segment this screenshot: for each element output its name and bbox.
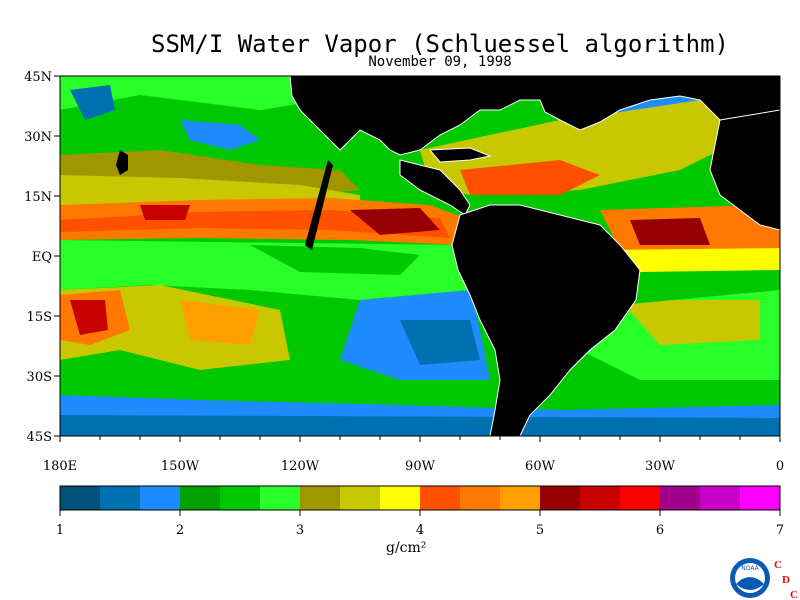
north-america-land: [289, 76, 780, 169]
colorbar-swatch: [380, 486, 420, 510]
colorbar-swatch: [460, 486, 500, 510]
colorbar-tick-label: 1: [56, 523, 64, 538]
colorbar-swatch: [220, 486, 260, 510]
south-america-land: [451, 204, 641, 436]
colorbar-swatch: [340, 486, 380, 510]
lat-label-15n: 15N: [24, 190, 52, 205]
lon-label-30w: 30W: [645, 459, 676, 474]
spcz-maximum: [70, 300, 108, 335]
colorbar-tick-label: 6: [656, 523, 664, 538]
lon-label-60w: 60W: [525, 459, 556, 474]
lat-label-eq: EQ: [32, 250, 52, 265]
noaa-logo-text: NOAA: [741, 565, 759, 572]
spcz-orange: [180, 300, 260, 345]
colorbar-tick-label: 4: [416, 523, 424, 538]
colorbar-swatch: [420, 486, 460, 510]
colorbar-swatch: [500, 486, 540, 510]
cdc-letter-c1: C: [774, 559, 782, 571]
lon-label-90w: 90W: [405, 459, 436, 474]
colorbar-tick-label: 7: [776, 523, 784, 538]
map-title: SSM/I Water Vapor (Schluessel algorithm): [151, 30, 729, 58]
colorbar-swatch: [60, 486, 100, 510]
caribbean-moisture: [460, 160, 600, 195]
hawaii-gap: [116, 150, 128, 175]
colorbar-swatch: [260, 486, 300, 510]
lon-label-150w: 150W: [161, 459, 200, 474]
south-atlantic-dry: [600, 270, 780, 305]
colorbar-tick-label: 5: [536, 523, 544, 538]
colorbar-swatch: [300, 486, 340, 510]
north-west-dry-patch: [70, 85, 115, 120]
latitude-axis: 45N 30N 15N EQ 15S 30S 45S: [24, 70, 60, 445]
noaa-logo-graphic: NOAA C D C: [730, 558, 798, 600]
atlantic-maximum: [630, 218, 710, 245]
lon-label-180e: 180E: [43, 459, 77, 474]
lat-label-45s: 45S: [27, 430, 52, 445]
itcz-maximum-east: [350, 208, 440, 235]
south-atlantic-yellow: [620, 300, 760, 345]
map-date: November 09, 1998: [368, 54, 512, 70]
colorbar-units: g/cm²: [386, 540, 427, 556]
colorbar-swatch: [660, 486, 700, 510]
lat-label-15s: 15S: [27, 310, 52, 325]
colorbar-swatch: [740, 486, 780, 510]
cdc-letter-c2: C: [790, 589, 798, 600]
colorbar-swatch: [100, 486, 140, 510]
colorbar-swatch: [540, 486, 580, 510]
north-pacific-band: [60, 76, 340, 112]
africa-land: [709, 109, 780, 231]
atlantic-yellow-band: [600, 248, 780, 272]
longitude-axis: 180E 150W 120W 90W 60W 30W 0: [43, 436, 784, 474]
colorbar-swatch: [580, 486, 620, 510]
lat-label-30s: 30S: [27, 370, 52, 385]
colorbar-swatch: [140, 486, 180, 510]
itcz-maximum-west: [140, 205, 190, 220]
lon-label-120w: 120W: [281, 459, 320, 474]
colorbar-swatch: [620, 486, 660, 510]
lat-label-45n: 45N: [24, 70, 52, 85]
water-vapor-field: [60, 76, 780, 436]
southern-ocean-driest: [60, 415, 780, 436]
colorbar: [59, 485, 781, 511]
central-america-gulf: [428, 147, 492, 163]
colorbar-swatch: [180, 486, 220, 510]
cdc-letter-d: D: [782, 574, 790, 586]
north-pacific-dry-patch: [180, 120, 260, 150]
colorbar-tick-label: 3: [296, 523, 304, 538]
colorbar-tick-label: 2: [176, 523, 184, 538]
lat-label-30n: 30N: [24, 130, 52, 145]
colorbar-labels: 1 2 3 4 5 6 7: [56, 510, 784, 538]
swath-gap: [305, 160, 333, 250]
lon-label-0: 0: [776, 459, 784, 474]
southeast-pacific-driest: [400, 320, 480, 365]
equatorial-mid: [250, 245, 420, 275]
colorbar-swatch: [700, 486, 740, 510]
